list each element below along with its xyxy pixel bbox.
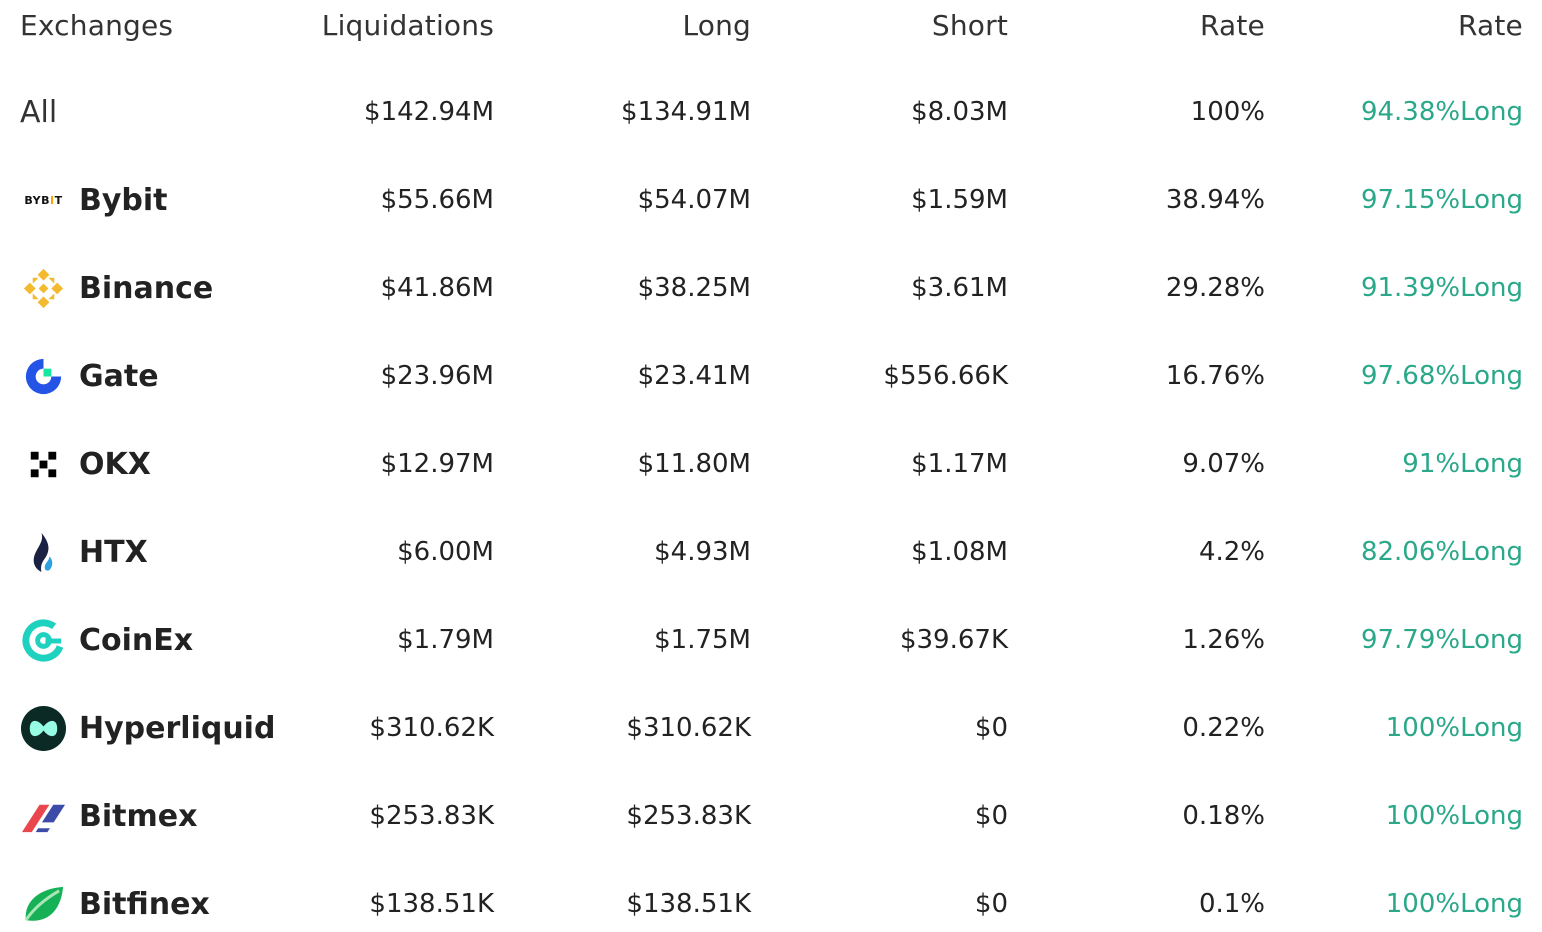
exchange-name: Bitmex [79,798,198,834]
rate-value: 0.18% [1182,801,1265,831]
header-short[interactable]: Short [931,8,1008,42]
long-rate-value: 82.06%Long [1360,537,1523,567]
liquidations-value: $6.00M [397,537,494,567]
exchange-name: All [20,94,58,130]
rate-value: 16.76% [1165,361,1265,391]
long-value: $253.83K [626,801,751,831]
liquidations-value: $253.83K [369,801,494,831]
coinex-icon [20,617,67,664]
header-rate-long[interactable]: Rate [1457,8,1523,42]
table-header: Exchanges Liquidations Long Short Rate R… [0,0,1542,53]
long-value: $11.80M [637,449,751,479]
short-value: $556.66K [883,361,1008,391]
exchange-name: HTX [79,534,148,570]
long-value: $54.07M [637,185,751,215]
gate-icon [20,353,67,400]
bitmex-icon [20,793,67,840]
exchange-cell: Bitfinex [20,876,320,932]
short-value: $0 [974,889,1008,919]
header-rate[interactable]: Rate [1199,8,1265,42]
liquidations-value: $12.97M [380,449,494,479]
exchange-cell: BYBIT Bybit [20,172,320,228]
exchange-name: Bitfinex [79,886,210,922]
short-value: $8.03M [911,97,1008,127]
exchange-cell: Binance [20,260,320,316]
liquidations-value: $310.62K [369,713,494,743]
long-value: $134.91M [621,97,751,127]
rate-value: 0.1% [1198,889,1265,919]
table-row-coinex[interactable]: CoinEx $1.79M $1.75M $39.67K 1.26% 97.79… [0,612,1542,668]
liquidations-value: $23.96M [380,361,494,391]
rate-value: 38.94% [1165,185,1265,215]
liquidations-value: $138.51K [369,889,494,919]
long-value: $38.25M [637,273,751,303]
table-row-hyperliquid[interactable]: Hyperliquid $310.62K $310.62K $0 0.22% 1… [0,700,1542,756]
liquidations-value: $55.66M [380,185,494,215]
exchange-cell: Bitmex [20,788,320,844]
rate-value: 9.07% [1182,449,1265,479]
rate-value: 0.22% [1182,713,1265,743]
table-row-bybit[interactable]: BYBIT Bybit $55.66M $54.07M $1.59M 38.94… [0,172,1542,228]
long-rate-value: 94.38%Long [1360,97,1523,127]
header-liquidations[interactable]: Liquidations [321,8,494,42]
table-row-okx[interactable]: OKX $12.97M $11.80M $1.17M 9.07% 91%Long [0,436,1542,492]
short-value: $0 [974,713,1008,743]
long-value: $4.93M [654,537,751,567]
short-value: $0 [974,801,1008,831]
header-exchanges[interactable]: Exchanges [20,8,174,42]
long-rate-value: 100%Long [1385,889,1523,919]
long-value: $310.62K [626,713,751,743]
exchange-cell: CoinEx [20,612,320,668]
liquidations-value: $142.94M [364,97,494,127]
table-row-bitmex[interactable]: Bitmex $253.83K $253.83K $0 0.18% 100%Lo… [0,788,1542,844]
exchange-cell: HTX [20,524,320,580]
bitfinex-icon [20,881,67,928]
liquidations-value: $1.79M [397,625,494,655]
exchange-cell: OKX [20,436,320,492]
long-rate-value: 97.15%Long [1360,185,1523,215]
exchange-name: Hyperliquid [79,710,276,746]
exchange-name: OKX [79,446,151,482]
short-value: $3.61M [911,273,1008,303]
exchange-cell: Gate [20,348,320,404]
binance-icon [20,265,67,312]
rate-value: 29.28% [1165,273,1265,303]
table-row-binance[interactable]: Binance $41.86M $38.25M $3.61M 29.28% 91… [0,260,1542,316]
short-value: $1.08M [911,537,1008,567]
okx-icon [20,441,67,488]
exchange-cell: Hyperliquid [20,700,320,756]
bybit-icon: BYBIT [24,193,63,207]
exchange-cell: All [20,84,320,140]
long-rate-value: 91%Long [1402,449,1523,479]
long-value: $138.51K [626,889,751,919]
short-value: $1.17M [911,449,1008,479]
htx-icon [20,529,67,576]
table-row-gate[interactable]: Gate $23.96M $23.41M $556.66K 16.76% 97.… [0,348,1542,404]
long-value: $23.41M [637,361,751,391]
short-value: $1.59M [911,185,1008,215]
rate-value: 1.26% [1182,625,1265,655]
liquidations-value: $41.86M [380,273,494,303]
exchange-name: Binance [79,270,214,306]
long-rate-value: 97.79%Long [1360,625,1523,655]
header-long[interactable]: Long [682,8,751,42]
table-row-all[interactable]: All $142.94M $134.91M $8.03M 100% 94.38%… [0,84,1542,140]
long-value: $1.75M [654,625,751,655]
short-value: $39.67K [899,625,1008,655]
exchange-name: Bybit [79,182,168,218]
long-rate-value: 100%Long [1385,713,1523,743]
rate-value: 4.2% [1198,537,1265,567]
hyperliquid-icon [20,705,67,752]
long-rate-value: 91.39%Long [1360,273,1523,303]
exchange-name: Gate [79,358,159,394]
rate-value: 100% [1190,97,1265,127]
exchange-name: CoinEx [79,622,194,658]
table-row-bitfinex[interactable]: Bitfinex $138.51K $138.51K $0 0.1% 100%L… [0,876,1542,932]
table-row-htx[interactable]: HTX $6.00M $4.93M $1.08M 4.2% 82.06%Long [0,524,1542,580]
long-rate-value: 97.68%Long [1360,361,1523,391]
long-rate-value: 100%Long [1385,801,1523,831]
